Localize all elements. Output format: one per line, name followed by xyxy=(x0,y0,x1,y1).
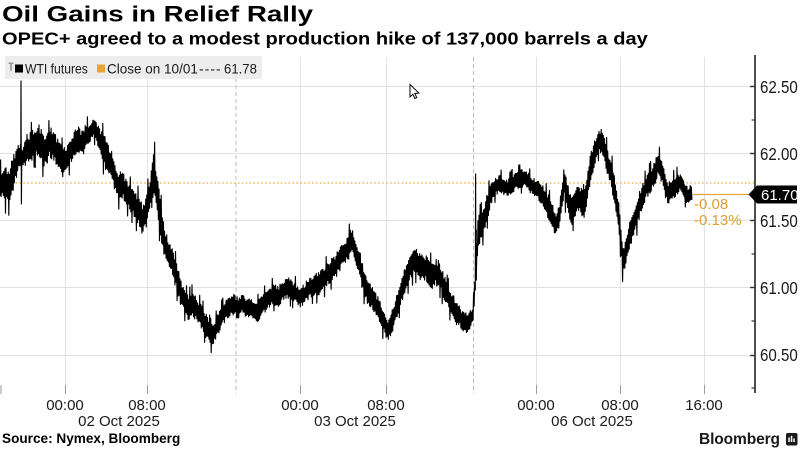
svg-text:WTI futures: WTI futures xyxy=(25,61,88,77)
svg-text:00:00: 00:00 xyxy=(281,397,319,414)
svg-text:02 Oct 2025: 02 Oct 2025 xyxy=(78,413,160,430)
svg-text:-0.13%: -0.13% xyxy=(694,212,742,229)
svg-text:06 Oct 2025: 06 Oct 2025 xyxy=(551,413,633,430)
svg-text:Oil Gains in Relief Rally: Oil Gains in Relief Rally xyxy=(2,2,313,27)
svg-text:62.50: 62.50 xyxy=(760,77,798,98)
svg-text:62.00: 62.00 xyxy=(760,144,798,165)
svg-text:08:00: 08:00 xyxy=(601,397,639,414)
svg-text:16:00: 16:00 xyxy=(685,397,723,414)
svg-text:00:00: 00:00 xyxy=(46,397,84,414)
svg-text:OPEC+ agreed to a modest produ: OPEC+ agreed to a modest production hike… xyxy=(2,29,648,49)
svg-text:Close on 10/01: Close on 10/01 xyxy=(107,61,198,76)
svg-text:03 Oct 2025: 03 Oct 2025 xyxy=(314,413,396,430)
svg-text:61.00: 61.00 xyxy=(760,278,798,299)
svg-text:00:00: 00:00 xyxy=(517,397,555,414)
svg-text:Bloomberg: Bloomberg xyxy=(699,431,780,448)
svg-text:61.50: 61.50 xyxy=(760,211,798,232)
svg-text:----: ---- xyxy=(199,61,222,77)
svg-text:61.78: 61.78 xyxy=(224,61,257,76)
svg-text:08:00: 08:00 xyxy=(367,397,405,414)
svg-text:60.50: 60.50 xyxy=(760,345,798,366)
svg-text:-0.08: -0.08 xyxy=(694,196,728,213)
svg-text:61.70: 61.70 xyxy=(761,187,799,204)
svg-text:Source: Nymex, Bloomberg: Source: Nymex, Bloomberg xyxy=(2,431,180,446)
svg-text:08:00: 08:00 xyxy=(128,397,166,414)
